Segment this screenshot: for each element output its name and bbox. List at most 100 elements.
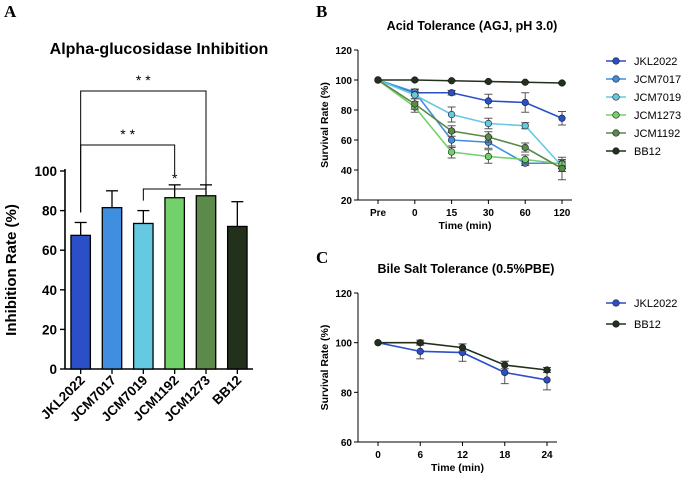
x-tick-label: 18 [499,450,511,461]
series-line [377,79,563,119]
data-point [416,347,424,355]
legend-marker [612,299,620,307]
legend-label: JKL2022 [634,56,677,68]
data-point [521,143,529,152]
x-tick-label: 60 [520,208,532,219]
data-point [521,98,529,107]
data-point [374,339,382,347]
bar-JCM1273 [195,195,217,370]
y-tick-label: 20 [42,322,57,337]
series-line [377,79,562,165]
legend-label: JCM1273 [634,110,681,122]
legend-marker [612,57,620,65]
x-tick-label: 30 [483,208,495,219]
y-tick-label: 120 [335,289,352,300]
data-point [448,148,456,156]
bar-JKL2022 [70,234,92,370]
series-JCM1192 [374,76,566,181]
legend-marker [612,147,620,155]
x-axis-label: Time (min) [431,462,484,474]
significance-label: * * [136,72,151,88]
chart-panel-a: Alpha-glucosidase Inhibition 0 20 40 60 80 100… [3,41,268,425]
series-line [377,79,563,167]
data-point [484,77,493,86]
series-JKL2022 [374,76,566,126]
y-tick-label: 100 [335,76,352,87]
data-point [521,122,529,130]
y-tick-label: 60 [341,438,353,449]
data-point [374,76,382,84]
legend-label: JCM7019 [634,92,681,104]
bar-BB12 [226,225,248,370]
y-tick-label: 0 [49,362,57,377]
data-point [558,114,566,122]
significance-label: * [172,170,178,186]
x-axis-label: Time (min) [439,220,492,232]
data-point [558,79,566,87]
data-point [543,376,551,384]
y-tick-label: 20 [341,196,353,207]
chart-panel-c: Bile Salt Tolerance (0.5%PBE) 60 80 100 120 0… [319,262,677,474]
data-point [448,89,456,97]
series-line [378,79,563,84]
data-point [484,119,493,128]
bar-JCM7017 [101,206,123,370]
y-tick-label: 60 [42,243,57,258]
chart-panel-b: Acid Tolerance (AGJ, pH 3.0) 20 40 60 80 100 1… [319,19,681,232]
y-tick-label: 100 [34,164,57,179]
y-axis-label: Inhibition Rate (%) [3,204,20,336]
x-tick-label: Pre [370,208,387,219]
series-line [377,79,563,165]
series-BB12 [374,76,566,87]
legend-marker [612,111,620,119]
legend-label: BB12 [634,146,661,158]
data-point [411,100,419,108]
panel-letter-c: C [316,248,328,267]
x-tick-label: 24 [541,450,553,461]
x-tick-label: 6 [417,450,423,461]
significance-bracket [142,174,207,201]
legend-marker [612,75,620,83]
chart-title: Alpha-glucosidase Inhibition [50,41,269,58]
x-tick-label: 15 [446,208,458,219]
bar-JCM1192 [164,197,186,370]
y-tick-label: 80 [341,106,353,117]
chart-title: Acid Tolerance (AGJ, pH 3.0) [387,19,558,33]
data-point [411,76,419,84]
data-point [416,339,424,347]
data-point [448,127,456,135]
x-tick-label: BB12 [209,373,244,408]
significance-bracket [80,144,176,213]
data-point [484,152,493,161]
legend-marker [612,320,620,328]
data-point [448,77,456,85]
legend-label: JCM7017 [634,74,681,86]
x-tick-label: 0 [412,208,418,219]
data-point [484,97,493,105]
series-line [377,79,563,170]
y-tick-label: 80 [341,388,353,399]
y-tick-label: 40 [42,283,57,298]
data-point [411,91,419,99]
data-point [501,361,509,369]
data-point [448,110,456,119]
significance-label: * * [120,126,135,142]
y-axis-label: Survival Rate (%) [319,325,331,411]
data-point [543,366,551,374]
y-tick-label: 100 [335,339,352,350]
legend-label: JCM1192 [634,128,680,140]
y-tick-label: 120 [335,46,352,57]
panel-letter-b: B [316,2,327,21]
legend-label: BB12 [634,319,661,331]
legend-label: JKL2022 [634,298,677,310]
y-tick-label: 40 [341,166,353,177]
x-tick-label: 0 [375,450,381,461]
data-point [458,344,467,352]
data-point [448,136,456,144]
y-tick-label: 80 [42,204,57,219]
legend-marker [612,93,620,101]
data-point [484,133,493,141]
series-BB12 [374,339,551,374]
x-tick-label: 12 [457,450,469,461]
